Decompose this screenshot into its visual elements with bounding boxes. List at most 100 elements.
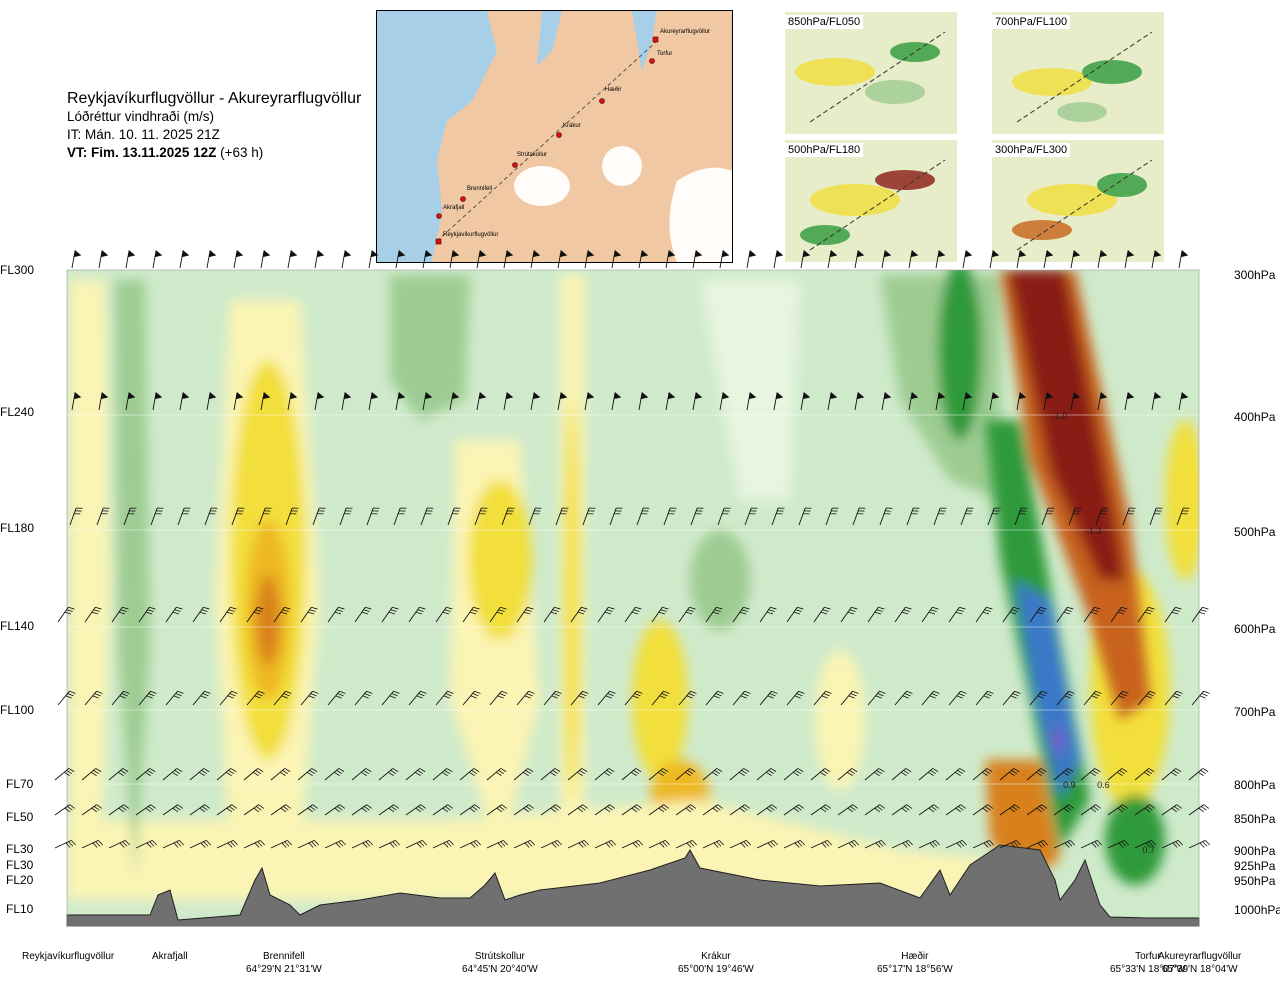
- wind-barb: [260, 250, 271, 269]
- contour-label: -1.3: [1086, 526, 1102, 536]
- wind-barb: [570, 690, 589, 706]
- wind-barb: [216, 768, 237, 781]
- wind-barb: [486, 804, 508, 816]
- wind-barb: [243, 804, 265, 816]
- wind-barb: [530, 392, 541, 411]
- y-tick-left: FL30: [6, 842, 34, 856]
- wind-barb: [243, 768, 264, 781]
- wind-barb: [1080, 804, 1102, 816]
- wind-barb: [906, 507, 920, 526]
- wind-barb: [459, 804, 481, 816]
- wind-barb: [1026, 768, 1047, 781]
- wind-barb: [135, 804, 157, 816]
- wind-barb: [555, 507, 569, 526]
- wind-barb: [341, 392, 352, 411]
- wind-barb: [746, 250, 757, 269]
- wind-barb: [1083, 606, 1101, 623]
- wind-barb: [381, 606, 399, 623]
- wind-barb: [999, 768, 1020, 781]
- wind-barb: [891, 839, 913, 849]
- wind-barb: [678, 606, 696, 623]
- wind-barb: [314, 250, 325, 269]
- wind-barb: [1041, 507, 1055, 526]
- wind-barb: [840, 606, 858, 623]
- wind-barb: [98, 392, 109, 411]
- wind-barb: [702, 768, 723, 781]
- wind-barb: [432, 768, 453, 781]
- wind-barb: [459, 839, 481, 849]
- wind-barb: [1122, 507, 1136, 526]
- wind-barb: [1080, 768, 1101, 781]
- wind-barb: [1053, 768, 1074, 781]
- wind-barb: [449, 250, 460, 269]
- y-tick-left: FL100: [0, 703, 35, 717]
- wind-barb: [702, 839, 724, 849]
- wind-barb: [1176, 507, 1190, 526]
- wind-barb: [1124, 250, 1135, 269]
- wind-barb: [300, 690, 319, 706]
- wind-barb: [975, 690, 994, 706]
- wind-barb: [756, 768, 777, 781]
- wind-barb: [486, 768, 507, 781]
- wind-barb: [179, 250, 190, 269]
- y-tick-right: 800hPa: [1234, 778, 1276, 792]
- y-tick-right: 600hPa: [1234, 622, 1276, 636]
- wind-barb: [378, 768, 399, 781]
- wind-barb: [1026, 839, 1048, 849]
- wind-barb: [543, 690, 562, 706]
- wind-barb: [1191, 606, 1209, 623]
- wind-barb: [678, 690, 697, 706]
- wind-barb: [543, 606, 561, 623]
- route-map-svg: [377, 11, 732, 262]
- wind-barb: [692, 250, 703, 269]
- wind-barb: [999, 839, 1021, 849]
- wind-barb: [611, 250, 622, 269]
- wind-barb: [408, 606, 426, 623]
- wind-barb: [827, 392, 838, 411]
- wind-barb: [162, 839, 184, 849]
- wind-barb: [81, 839, 103, 849]
- wind-barb: [771, 507, 785, 526]
- wind-barb: [648, 839, 670, 849]
- wind-barb: [638, 392, 649, 411]
- wind-barb: [405, 768, 426, 781]
- wind-barb: [567, 768, 588, 781]
- wind-barb: [405, 839, 427, 849]
- wind-barb: [84, 606, 102, 623]
- wind-barb: [1029, 606, 1047, 623]
- contour-labels: -1.0 -1.3 0.9 0.6 0.7: [1052, 411, 1155, 855]
- wind-barb: [513, 804, 535, 816]
- wind-barb: [1107, 804, 1129, 816]
- wind-barb: [503, 250, 514, 269]
- wind-barb: [648, 768, 669, 781]
- wind-barb: [420, 507, 434, 526]
- wind-barb: [960, 507, 974, 526]
- y-tick-left: FL180: [0, 521, 35, 535]
- wind-barb: [1056, 606, 1074, 623]
- wind-barb: [584, 392, 595, 411]
- wind-barb: [1029, 690, 1048, 706]
- wind-barb: [810, 804, 832, 816]
- wind-barb: [921, 690, 940, 706]
- wind-barb: [621, 839, 643, 849]
- y-tick-left: FL300: [0, 263, 35, 277]
- wind-barb: [813, 690, 832, 706]
- wind-barb: [636, 507, 650, 526]
- wind-barb: [125, 392, 136, 411]
- y-tick-left: FL10: [6, 902, 34, 916]
- wind-barb: [1151, 392, 1162, 411]
- wind-barb: [501, 507, 515, 526]
- valid-time: VT: Fim. 13.11.2025 12Z (+63 h): [67, 145, 264, 160]
- wind-barb: [594, 839, 616, 849]
- wind-barb: [165, 690, 184, 706]
- wind-barb: [189, 768, 210, 781]
- chart-title: Reykjavíkurflugvöllur - Akureyrarflugvöl…: [67, 90, 362, 107]
- wind-barb: [462, 606, 480, 623]
- mini-map-850: 850hPa/FL050: [785, 12, 957, 134]
- wind-barb: [273, 606, 291, 623]
- wind-barb: [516, 606, 534, 623]
- map-label: Krákur: [563, 123, 581, 129]
- wind-barb: [84, 690, 103, 706]
- wind-barb: [351, 804, 373, 816]
- wind-barb: [594, 804, 616, 816]
